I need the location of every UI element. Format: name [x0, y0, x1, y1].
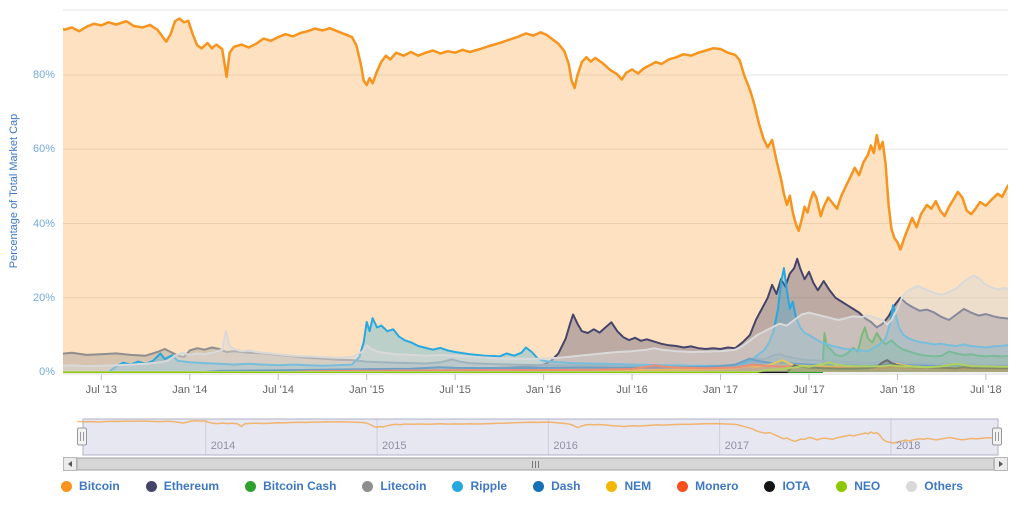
area-ripple [63, 268, 1008, 372]
legend-item-litecoin[interactable]: Litecoin [362, 479, 426, 493]
navigator-series-line [77, 419, 999, 444]
thumb-grip-icon [538, 460, 539, 468]
navigator-year-label: 2018 [895, 440, 921, 452]
scrollbar-track[interactable] [77, 457, 994, 471]
legend-label: Bitcoin [79, 479, 120, 493]
legend-item-ethereum[interactable]: Ethereum [145, 479, 220, 493]
legend-marker-icon [906, 480, 918, 492]
x-axis-label: Jan '17 [702, 384, 739, 396]
area-bitcoin [63, 18, 1008, 372]
legend-label: Dash [551, 479, 581, 493]
line-litecoin [63, 346, 1008, 368]
line-others [63, 274, 1008, 368]
legend-marker-icon [764, 480, 776, 492]
main-chart-canvas[interactable] [0, 0, 1024, 478]
line-ripple [63, 267, 1008, 373]
legend-item-bitcoin-cash[interactable]: Bitcoin Cash [245, 479, 336, 493]
navigator-year-label: 2016 [553, 440, 578, 452]
legend-label: NEO [854, 479, 881, 493]
line-neo [63, 361, 1008, 373]
legend-marker-icon [836, 480, 848, 492]
navigator-year-label: 2014 [210, 440, 236, 452]
line-bitcoin [63, 17, 1008, 251]
x-axis-label: Jul '16 [616, 384, 648, 396]
legend-item-nem[interactable]: NEM [606, 479, 651, 493]
navigator-left-handle[interactable] [77, 427, 87, 446]
x-axis-label: Jan '18 [879, 384, 915, 396]
x-axis-label: Jul '17 [793, 384, 825, 396]
legend-marker-icon [245, 480, 257, 492]
y-axis-label: 0% [39, 366, 55, 378]
x-axis-label: Jul '15 [439, 384, 471, 396]
legend-item-bitcoin[interactable]: Bitcoin [61, 479, 120, 493]
arrow-left-icon [68, 461, 72, 467]
navigator-right-handle[interactable] [992, 427, 1002, 446]
legend-marker-icon [145, 480, 157, 492]
legend-label: Monero [695, 479, 739, 493]
y-axis-label: 60% [32, 143, 55, 156]
legend-marker-icon [606, 480, 618, 492]
legend-marker-icon [61, 480, 73, 492]
legend-item-dash[interactable]: Dash [533, 479, 580, 493]
y-axis-label: 20% [32, 291, 55, 304]
x-axis-label: Jan '16 [526, 384, 562, 396]
scrollbar [63, 457, 1008, 471]
legend-label: NEM [624, 479, 652, 493]
legend-label: Ripple [470, 479, 508, 493]
area-others [63, 275, 1008, 372]
legend-marker-icon [533, 480, 545, 492]
area-neo [63, 362, 1008, 372]
thumb-grip-icon [535, 460, 536, 468]
legend-item-neo[interactable]: NEO [836, 479, 880, 493]
y-axis-label: 80% [32, 69, 55, 81]
x-axis-label: Jul '18 [970, 384, 1002, 396]
legend-label: Others [924, 479, 963, 493]
x-axis-label: Jul '14 [262, 384, 294, 396]
line-ethereum [63, 257, 1008, 373]
navigator-year-label: 2015 [382, 440, 407, 452]
navigator-mask[interactable] [83, 419, 998, 455]
line-dash [63, 357, 1008, 373]
scrollbar-left-button[interactable] [63, 457, 77, 471]
legend-marker-icon [362, 480, 374, 492]
x-axis-label: Jan '14 [172, 384, 208, 396]
legend-label: Ethereum [163, 479, 220, 493]
legend-item-others[interactable]: Others [906, 479, 963, 493]
x-axis-label: Jul '13 [85, 384, 118, 396]
x-axis-label: Jan '15 [349, 384, 385, 396]
area-iota [63, 360, 1008, 372]
line-bitcoin-cash [63, 326, 1008, 373]
legend-item-ripple[interactable]: Ripple [452, 479, 507, 493]
scrollbar-thumb[interactable] [77, 458, 994, 470]
series-layer [63, 17, 1008, 373]
legend-item-iota[interactable]: IOTA [764, 479, 810, 493]
chart-legend: Bitcoin Ethereum Bitcoin Cash Litecoin Rippl… [0, 479, 1024, 493]
thumb-grip-icon [532, 460, 533, 468]
legend-marker-icon [677, 480, 689, 492]
y-axis-label: 40% [32, 217, 55, 230]
scrollbar-right-button[interactable] [994, 457, 1008, 471]
arrow-right-icon [999, 461, 1003, 467]
navigator-year-label: 2017 [724, 440, 750, 452]
legend-label: Litecoin [380, 479, 427, 493]
legend-marker-icon [452, 480, 464, 492]
legend-label: Bitcoin Cash [263, 479, 337, 493]
legend-label: IOTA [782, 479, 811, 493]
legend-item-monero[interactable]: Monero [677, 479, 738, 493]
